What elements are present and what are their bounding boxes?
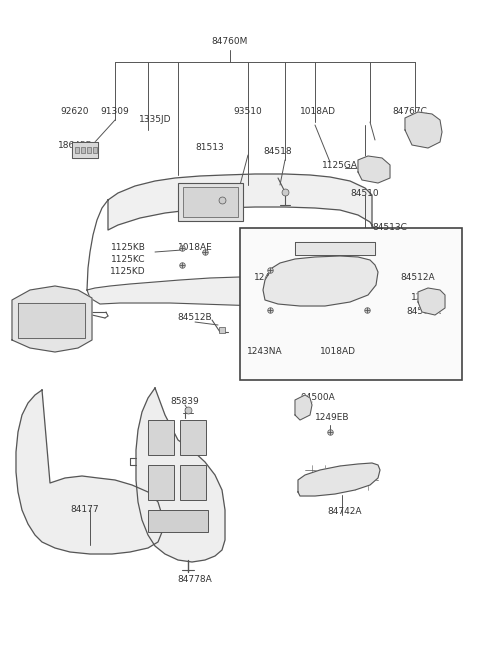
Text: 1125KD: 1125KD <box>110 267 146 276</box>
Text: 1220FE: 1220FE <box>411 293 445 303</box>
Polygon shape <box>263 256 378 306</box>
Polygon shape <box>72 142 98 158</box>
Polygon shape <box>12 286 92 352</box>
Polygon shape <box>358 156 390 183</box>
Text: 84177: 84177 <box>71 506 99 514</box>
Text: 1125KC: 1125KC <box>111 255 145 265</box>
Polygon shape <box>298 463 380 496</box>
Polygon shape <box>16 390 162 554</box>
Text: 84742A: 84742A <box>328 508 362 517</box>
Bar <box>75 147 79 153</box>
Text: 81513: 81513 <box>196 143 224 151</box>
Bar <box>180 420 206 455</box>
Text: 1125GA: 1125GA <box>322 160 358 170</box>
Polygon shape <box>108 174 375 240</box>
Bar <box>81 147 85 153</box>
Text: 84518: 84518 <box>264 147 292 157</box>
Polygon shape <box>136 388 225 562</box>
Text: 1018AD: 1018AD <box>320 348 356 356</box>
Text: 84513C: 84513C <box>372 223 408 233</box>
Text: 1018AE: 1018AE <box>178 244 212 252</box>
Polygon shape <box>295 242 375 255</box>
Text: 85839: 85839 <box>170 398 199 407</box>
Bar <box>240 228 462 380</box>
Text: 1243NA: 1243NA <box>247 348 283 356</box>
Text: 1125KB: 1125KB <box>110 244 145 252</box>
Bar <box>87 147 91 153</box>
Polygon shape <box>418 288 445 315</box>
Text: 84560A: 84560A <box>407 307 442 316</box>
Polygon shape <box>405 112 442 148</box>
Bar <box>178 183 243 221</box>
Text: 1249EB: 1249EB <box>315 413 349 422</box>
Text: 84510: 84510 <box>351 189 379 198</box>
Text: 97403: 97403 <box>24 314 52 322</box>
Text: 84512B: 84512B <box>178 314 212 322</box>
Text: 84760M: 84760M <box>212 37 248 47</box>
Bar <box>148 465 174 500</box>
Text: 84767C: 84767C <box>393 107 427 117</box>
Text: 94500A: 94500A <box>300 394 336 403</box>
Polygon shape <box>295 395 312 420</box>
Bar <box>180 465 206 500</box>
Text: 1335JD: 1335JD <box>139 115 171 124</box>
Bar <box>148 510 208 532</box>
Text: 1243JC: 1243JC <box>254 274 286 282</box>
Text: 91309: 91309 <box>101 107 130 117</box>
Text: 84512A: 84512A <box>401 274 435 282</box>
Polygon shape <box>18 303 85 338</box>
Bar <box>148 420 174 455</box>
Bar <box>183 187 238 217</box>
Text: 92620: 92620 <box>61 107 89 117</box>
Text: 93510: 93510 <box>234 107 263 117</box>
Text: 18645B: 18645B <box>58 141 92 149</box>
Text: 84778A: 84778A <box>178 576 212 584</box>
Polygon shape <box>87 277 348 306</box>
Text: 1018AD: 1018AD <box>300 107 336 117</box>
Bar <box>93 147 97 153</box>
